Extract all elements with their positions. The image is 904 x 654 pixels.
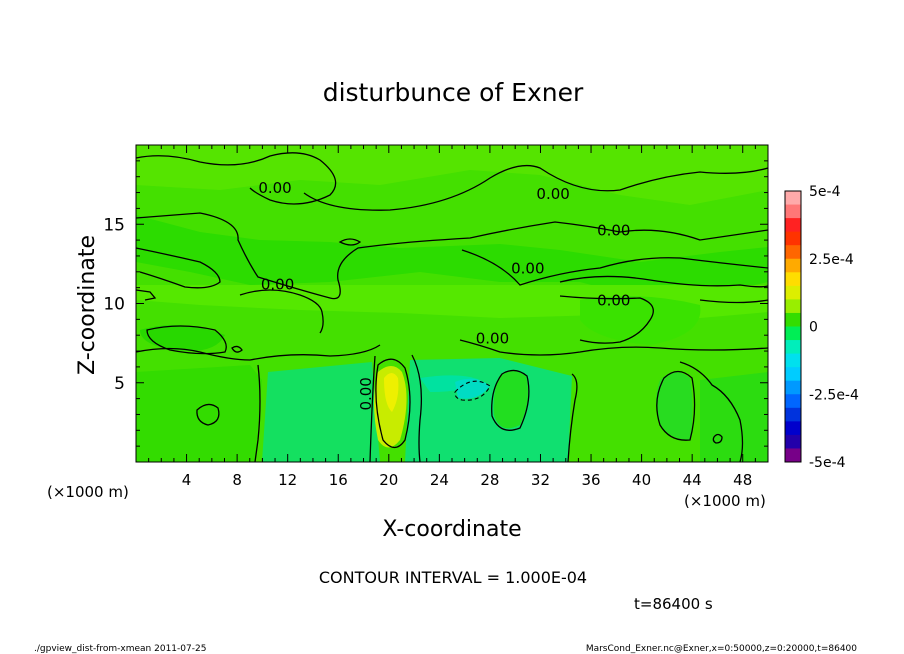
contour-label: 0.00: [261, 275, 294, 293]
colorbar-tick-label: 2.5e-4: [809, 252, 854, 268]
contour-lines-dashed: [454, 380, 491, 401]
y-axis-label: Z-coordinate: [75, 235, 100, 375]
x-tick-label: 32: [531, 471, 550, 489]
y-unit-label: (×1000 m): [47, 483, 129, 501]
x-tick-label: 12: [278, 471, 297, 489]
colorbar-swatch: [785, 191, 801, 206]
y-tick-label: 10: [103, 295, 125, 315]
colorbar-swatch: [785, 340, 801, 355]
contour-label: 0.00: [357, 377, 375, 410]
colorbar-frame: [784, 190, 802, 463]
colorbar-tick-label: 0: [809, 320, 818, 336]
x-tick-label: 36: [581, 471, 600, 489]
colorbar: 5e-4 2.5e-4 0 -2.5e-4 -5e-4: [784, 184, 859, 471]
x-tick-label: 16: [329, 471, 348, 489]
colorbar-swatch: [785, 258, 801, 273]
colorbar-swatch: [785, 326, 801, 341]
colorbar-swatch: [785, 285, 801, 300]
x-tick-label: 44: [683, 471, 702, 489]
x-tick-label: 8: [232, 471, 242, 489]
contour-label: 0.00: [511, 260, 544, 278]
footer-left: ./gpview_dist-from-xmean 2011-07-25: [34, 644, 206, 654]
colorbar-tick-label: 5e-4: [809, 184, 841, 200]
colorbar-swatch: [785, 299, 801, 314]
chart-title: disturbunce of Exner: [323, 78, 584, 107]
colorbar-tick-label: -2.5e-4: [809, 387, 859, 403]
x-tick-label: 28: [480, 471, 499, 489]
colorbar-swatch: [785, 231, 801, 246]
colorbar-swatch: [785, 272, 801, 287]
x-tick-label: 20: [379, 471, 398, 489]
colorbar-swatch: [785, 421, 801, 436]
contour-label: 0.00: [476, 329, 509, 347]
contour-interval: CONTOUR INTERVAL = 1.000E-04: [319, 568, 587, 587]
colorbar-swatch: [785, 407, 801, 422]
contour-label: 0.00: [597, 222, 630, 240]
colorbar-swatch: [785, 394, 801, 409]
colorbar-swatch: [785, 218, 801, 233]
x-unit-label: (×1000 m): [684, 492, 766, 510]
x-axis: 4 8 12 16 20 24 28 32 36 40 44 48: [148, 145, 756, 489]
x-tick-label: 24: [430, 471, 449, 489]
colorbar-swatch: [785, 204, 801, 219]
y-tick-label: 15: [103, 215, 125, 235]
y-tick-label: 5: [114, 374, 125, 394]
colorbar-swatch: [785, 245, 801, 260]
colorbar-swatch: [785, 434, 801, 449]
x-axis-label: X-coordinate: [382, 517, 521, 542]
x-tick-label: 4: [182, 471, 192, 489]
colorbar-swatch: [785, 380, 801, 395]
contour-lines: [135, 152, 769, 463]
colorbar-tick-label: -5e-4: [809, 455, 846, 471]
colorbar-swatch: [785, 448, 801, 463]
colorbar-swatch: [785, 353, 801, 368]
contour-label: 0.00: [597, 291, 630, 309]
x-tick-label: 40: [632, 471, 651, 489]
x-tick-label: 48: [733, 471, 752, 489]
y-axis: 5 10 15: [103, 160, 768, 447]
contour-labels: 0.00 0.00 0.00 0.00 0.00 0.00 0.00 0.00: [258, 179, 630, 411]
time-label: t=86400 s: [634, 595, 713, 613]
colorbar-swatch: [785, 367, 801, 382]
plot-area: 0.00 0.00 0.00 0.00 0.00 0.00 0.00 0.00: [135, 144, 769, 463]
colorbar-swatch: [785, 312, 801, 327]
contour-label: 0.00: [258, 179, 291, 197]
contour-label: 0.00: [536, 185, 569, 203]
footer-right: MarsCond_Exner.nc@Exner,x=0:50000,z=0:20…: [586, 644, 857, 654]
